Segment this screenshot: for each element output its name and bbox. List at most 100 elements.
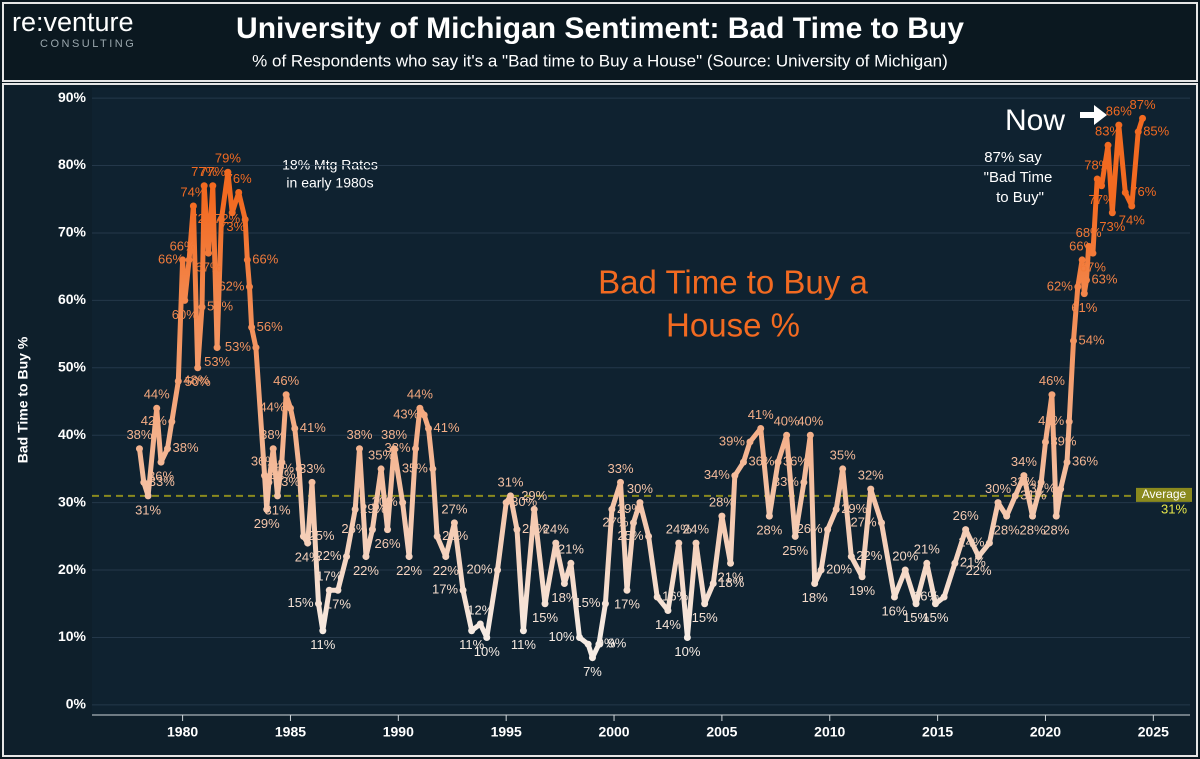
data-point	[164, 445, 172, 453]
series-label: Bad Time to Buy a	[598, 264, 868, 301]
x-tick-label: 2000	[598, 724, 629, 740]
data-label: 33%	[149, 474, 175, 489]
data-label: 20%	[467, 561, 493, 576]
data-point	[1085, 242, 1093, 250]
data-label: 46%	[1039, 373, 1065, 388]
data-label: 61%	[1071, 300, 1097, 315]
data-label: 79%	[215, 151, 241, 166]
data-point	[1065, 418, 1073, 426]
data-label: 16%	[913, 588, 939, 603]
data-point	[588, 654, 596, 662]
data-point	[765, 512, 773, 520]
data-label: 68%	[1076, 225, 1102, 240]
data-point	[1063, 458, 1071, 466]
data-point	[228, 209, 236, 217]
data-point	[502, 499, 510, 507]
data-label: 22%	[966, 563, 992, 578]
data-point	[319, 627, 327, 635]
data-point	[282, 391, 290, 399]
data-point	[718, 512, 726, 520]
data-label: 34%	[704, 467, 730, 482]
data-point	[608, 505, 616, 513]
data-point	[940, 593, 948, 601]
annotation: in early 1980s	[286, 175, 373, 191]
data-point	[189, 202, 197, 210]
data-label: 29%	[841, 501, 867, 516]
data-label: 15%	[922, 610, 948, 625]
data-point	[931, 600, 939, 608]
data-label: 53%	[204, 354, 230, 369]
data-label: 66%	[170, 238, 196, 253]
data-point	[483, 633, 491, 641]
data-label: 44%	[407, 387, 433, 402]
data-point	[560, 580, 568, 588]
data-point	[783, 431, 791, 439]
data-label: 20%	[826, 561, 852, 576]
data-point	[1098, 182, 1106, 190]
data-point	[567, 559, 575, 567]
data-label: 19%	[849, 583, 875, 598]
data-point	[308, 478, 316, 486]
data-point	[832, 505, 840, 513]
data-label: 20%	[892, 548, 918, 563]
series-label: House %	[666, 307, 800, 344]
y-tick-label: 10%	[58, 628, 87, 644]
data-point	[912, 600, 920, 608]
data-label: 22%	[316, 548, 342, 563]
data-point	[1078, 256, 1086, 264]
y-tick-label: 70%	[58, 224, 87, 240]
data-label: 46%	[273, 373, 299, 388]
data-label: 26%	[375, 536, 401, 551]
data-label: 26%	[953, 508, 979, 523]
data-label: 18%	[718, 575, 744, 590]
data-label: 38%	[346, 427, 372, 442]
data-point	[494, 566, 502, 574]
average-label: Average	[1142, 487, 1187, 501]
data-label: 34%	[270, 467, 296, 482]
x-tick-label: 2025	[1138, 724, 1169, 740]
data-point	[839, 465, 847, 473]
data-point	[552, 539, 560, 547]
data-point	[811, 580, 819, 588]
data-label: 25%	[442, 528, 468, 543]
data-label: 36%	[148, 469, 174, 484]
data-point	[245, 283, 253, 291]
data-label: 34%	[1011, 454, 1037, 469]
data-point	[623, 586, 631, 594]
data-point	[351, 505, 359, 513]
data-point	[701, 600, 709, 608]
data-point	[241, 215, 249, 223]
data-point	[213, 344, 221, 352]
average-label-box	[1136, 487, 1192, 502]
data-point	[576, 633, 584, 641]
data-label: 28%	[756, 523, 782, 538]
data-point	[157, 458, 165, 466]
data-label: 33%	[773, 474, 799, 489]
data-point	[291, 424, 299, 432]
data-point	[519, 627, 527, 635]
data-point	[806, 431, 814, 439]
data-label: 9%	[608, 636, 627, 651]
data-point	[1134, 128, 1142, 136]
data-point	[513, 526, 521, 534]
data-label: 14%	[655, 617, 681, 632]
data-point	[209, 182, 217, 190]
data-label: 43%	[393, 406, 419, 421]
data-label: 86%	[1106, 104, 1132, 119]
data-point	[709, 580, 717, 588]
data-point	[541, 600, 549, 608]
data-label: 76%	[226, 171, 252, 186]
data-label: 33%	[299, 461, 325, 476]
x-tick-label: 1985	[275, 724, 306, 740]
data-label: 11%	[459, 637, 484, 652]
data-point	[636, 499, 644, 507]
data-point	[1037, 478, 1045, 486]
data-point	[692, 539, 700, 547]
data-label: 15%	[532, 610, 558, 625]
average-value-label: 31%	[1161, 501, 1187, 516]
data-point	[800, 478, 808, 486]
data-point	[595, 640, 603, 648]
y-tick-label: 30%	[58, 493, 87, 509]
data-label: 25%	[782, 543, 808, 558]
data-point	[429, 465, 437, 473]
